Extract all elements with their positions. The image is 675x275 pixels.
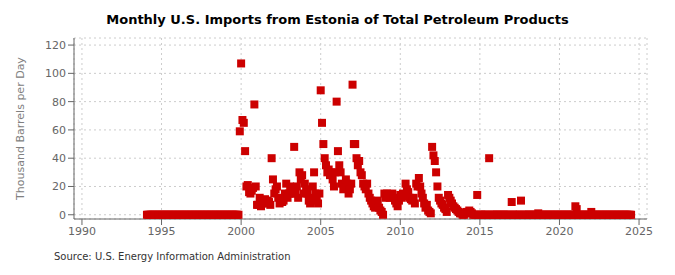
- svg-text:0: 0: [59, 209, 66, 222]
- svg-text:1990: 1990: [68, 225, 96, 238]
- svg-text:2020: 2020: [545, 225, 573, 238]
- svg-text:2000: 2000: [227, 225, 255, 238]
- svg-text:60: 60: [52, 124, 66, 137]
- svg-text:2010: 2010: [386, 225, 414, 238]
- svg-text:40: 40: [52, 152, 66, 165]
- svg-text:120: 120: [45, 39, 66, 52]
- svg-text:1995: 1995: [148, 225, 176, 238]
- svg-text:20: 20: [52, 180, 66, 193]
- html-text:Monthly U.S. Imports from Esto: Monthly U.S. Imports from Estonia of Tot…: [106, 12, 569, 27]
- svg-text:Thousand Barrels per Day: Thousand Barrels per Day: [14, 57, 27, 201]
- svg-text:80: 80: [52, 96, 66, 109]
- svg-text:2005: 2005: [307, 225, 335, 238]
- svg-text:2015: 2015: [466, 225, 494, 238]
- svg-text:100: 100: [45, 67, 66, 80]
- html-text:Source: U.S. Energy Informatio: Source: U.S. Energy Information Administ…: [54, 251, 291, 262]
- svg-text:2025: 2025: [625, 225, 653, 238]
